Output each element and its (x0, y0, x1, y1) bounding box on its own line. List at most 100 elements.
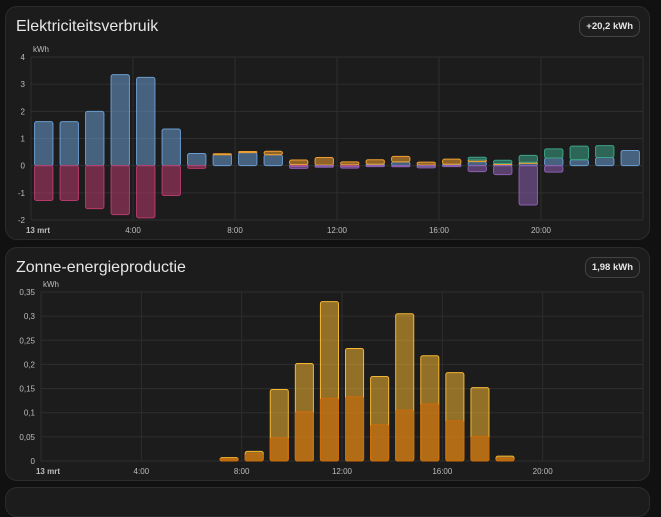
y-axis-label: kWh (33, 45, 49, 54)
x-tick-label: 8:00 (227, 226, 243, 235)
grid_consumption-bar (110, 74, 130, 167)
x-tick-label: 16:00 (429, 226, 450, 235)
inner-bar (345, 396, 365, 462)
battery_out-bar (467, 156, 487, 161)
inner-bar (370, 424, 390, 462)
y-tick-label: 0 (21, 162, 26, 171)
electricity-usage-chart[interactable]: -2 -1 0 1 2 3 4 13 mrt 4:00 8:00 12:00 16:00 20:00 kW… (6, 7, 650, 240)
y-tick-label: 3 (21, 80, 26, 89)
battery_out-bar (595, 145, 615, 159)
battery_in-bar (467, 165, 487, 173)
inner-bar (395, 409, 415, 462)
y-tick-label: -1 (18, 189, 26, 198)
grid_consumption-bar (161, 128, 181, 167)
grid_consumption-bar (187, 152, 207, 167)
battery_out-bar (569, 145, 589, 161)
battery_in-bar (314, 165, 334, 168)
y-tick-label: 2 (21, 107, 26, 116)
solar_consumed-bar (391, 155, 411, 163)
y-tick-label: 4 (21, 53, 26, 62)
grid_consumption-bar (238, 152, 258, 167)
battery_in-bar (493, 165, 513, 176)
electricity-total-badge[interactable]: +20,2 kWh (579, 16, 640, 37)
inner-bar (219, 458, 239, 462)
battery_in-bar (289, 165, 309, 169)
solar_consumed-bar (416, 161, 436, 166)
grid_consumption-bar (595, 157, 615, 167)
inner-bar (319, 397, 339, 462)
x-tick-label: 4:00 (125, 226, 141, 235)
solar_consumed-bar (442, 158, 462, 165)
battery_in-bar (416, 165, 436, 169)
battery_in-bar (391, 165, 411, 168)
solar_consumed-bar (289, 159, 309, 166)
grid_consumption-bar (85, 110, 105, 167)
inner-bar (495, 457, 515, 462)
battery_in-bar (544, 165, 564, 173)
solar_consumed-bar (314, 157, 334, 166)
solar_consumed-bar (340, 161, 360, 166)
y-tick-label: 0,35 (19, 288, 35, 297)
battery_out-bar (518, 154, 538, 163)
y-tick-label: 0 (31, 457, 36, 466)
x-tick-label: 4:00 (134, 467, 150, 476)
solar-production-card: Zonne-energieproductie 1,98 kWh 0 0,05 0,1… (5, 247, 650, 481)
x-tick-label: 8:00 (234, 467, 250, 476)
return_to_grid-bar (34, 165, 54, 201)
grid_consumption-bar (620, 149, 640, 167)
grid_consumption-bar (34, 121, 54, 167)
battery_in-bar (442, 165, 462, 168)
grid_consumption-bar (569, 159, 589, 167)
solar-production-title: Zonne-energieproductie (16, 259, 186, 276)
y-axis-label: kWh (43, 280, 59, 289)
y-tick-label: 0,2 (24, 360, 36, 369)
grid_consumption-bar (467, 161, 487, 167)
x-tick-label: 12:00 (332, 467, 353, 476)
electricity-usage-card: Elektriciteitsverbruik +20,2 kWh -2 -1 0 1 2… (5, 6, 650, 240)
x-tick-label: 13 mrt (26, 226, 50, 235)
battery_out-bar (544, 148, 564, 159)
grid_consumption-bar (391, 161, 411, 167)
solar_consumed-bar (263, 150, 283, 156)
y-tick-label: 0,1 (24, 409, 36, 418)
x-tick-label: 12:00 (327, 226, 348, 235)
x-tick-label: 13 mrt (36, 467, 60, 476)
return_to_grid-bar (187, 165, 207, 169)
battery_in-bar (518, 165, 538, 206)
inner-bar (269, 437, 289, 462)
grid_consumption-bar (212, 153, 232, 167)
x-tick-label: 16:00 (432, 467, 453, 476)
y-tick-label: 0,15 (19, 385, 35, 394)
grid_consumption-bar (136, 76, 156, 167)
y-tick-label: 1 (21, 135, 26, 144)
return_to_grid-bar (136, 165, 156, 219)
x-tick-label: 20:00 (531, 226, 552, 235)
return_to_grid-bar (110, 165, 130, 216)
return_to_grid-bar (85, 165, 105, 210)
grid_consumption-bar (544, 157, 564, 167)
solar-production-chart[interactable]: 0 0,05 0,1 0,15 0,2 0,25 0,3 0,35 13 mrt 4:00 8:00… (6, 248, 650, 481)
next-card (5, 487, 650, 517)
return_to_grid-bar (161, 165, 181, 197)
battery_in-bar (340, 165, 360, 169)
inner-bar (470, 435, 490, 462)
x-tick-label: 20:00 (533, 467, 554, 476)
solar-total-badge[interactable]: 1,98 kWh (584, 257, 640, 278)
solar_consumed-bar (365, 159, 385, 165)
inner-bar (445, 420, 465, 462)
grid_consumption-bar (263, 154, 283, 167)
inner-bar (420, 403, 440, 462)
inner-bar (244, 453, 264, 462)
battery_in-bar (365, 165, 385, 168)
y-tick-label: 0,3 (24, 312, 36, 321)
y-tick-label: 0,25 (19, 336, 35, 345)
y-tick-label: -2 (18, 216, 26, 225)
solar_consumed-bar (238, 151, 258, 154)
return_to_grid-bar (59, 165, 79, 201)
inner-bar (294, 411, 314, 462)
solar_consumed-bar (212, 153, 232, 156)
y-tick-label: 0,05 (19, 433, 35, 442)
electricity-usage-title: Elektriciteitsverbruik (16, 18, 159, 35)
battery_out-bar (493, 159, 513, 164)
grid_consumption-bar (59, 121, 79, 167)
